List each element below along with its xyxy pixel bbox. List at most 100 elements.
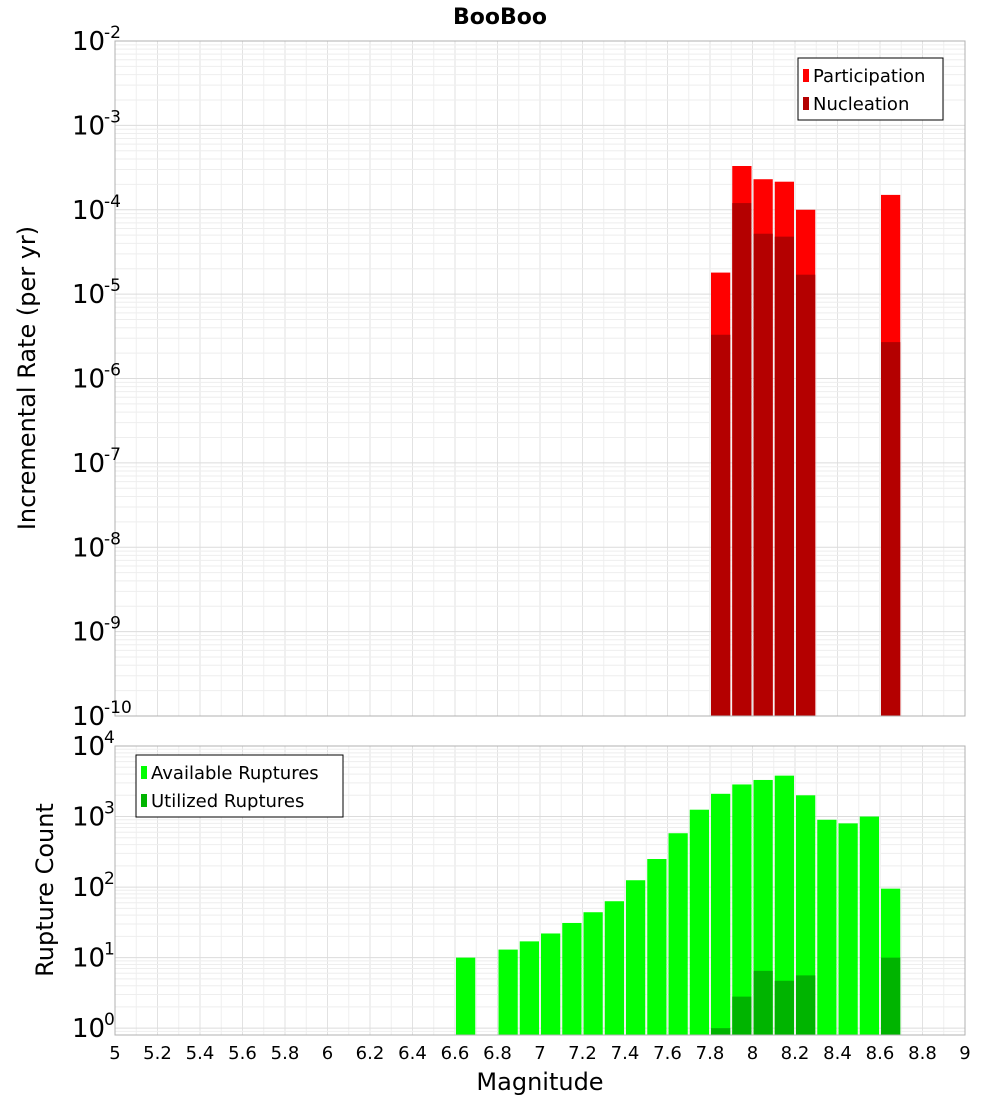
x-tick-label: 8.6	[866, 1043, 895, 1064]
bar-available-ruptures	[774, 775, 794, 1035]
y-tick-base: 10	[72, 196, 105, 226]
y-tick-label: 10-10	[72, 698, 132, 732]
legend-swatch	[141, 794, 147, 807]
legend-item-label: Participation	[813, 66, 925, 87]
y-tick-exponent: -10	[104, 698, 132, 718]
count-legend: Available Ruptures Utilized Ruptures	[135, 754, 344, 818]
bar-available-ruptures	[583, 912, 603, 1035]
x-tick-label: 6	[322, 1043, 333, 1064]
bar-available-ruptures	[711, 793, 731, 1035]
x-tick-label: 6.4	[398, 1043, 427, 1064]
bar-nucleation	[732, 203, 752, 716]
bar-nucleation	[774, 236, 794, 716]
y-tick-label: 102	[72, 869, 115, 903]
x-tick-label: 5.4	[186, 1043, 215, 1064]
legend-swatch	[141, 766, 147, 779]
x-tick-label: 7.4	[611, 1043, 640, 1064]
y-tick-base: 10	[72, 27, 105, 57]
x-tick-label: 6.6	[441, 1043, 470, 1064]
bar-nucleation	[711, 334, 731, 716]
bar-available-ruptures	[647, 859, 667, 1035]
legend-box	[797, 57, 944, 121]
x-tick-label: 8.2	[781, 1043, 810, 1064]
x-axis-label: Magnitude	[476, 1068, 603, 1096]
bar-utilized-ruptures	[711, 1028, 731, 1035]
y-tick-label: 101	[72, 940, 115, 974]
count-plot-frame	[114, 745, 966, 1036]
bar-available-ruptures	[519, 941, 539, 1035]
bar-utilized-ruptures	[774, 980, 794, 1035]
y-tick-label: 10-4	[72, 192, 121, 226]
legend-swatch	[803, 97, 809, 110]
y-tick-exponent: -8	[104, 529, 121, 549]
y-tick-base: 10	[72, 533, 105, 563]
y-tick-label: 10-9	[72, 614, 121, 648]
y-tick-base: 10	[72, 732, 105, 762]
y-tick-exponent: -5	[104, 276, 121, 296]
rate-plot-frame	[114, 40, 966, 717]
y-tick-label: 10-5	[72, 276, 121, 310]
bar-available-ruptures	[689, 809, 709, 1035]
bar-available-ruptures	[859, 816, 879, 1035]
count-y-axis-label: Rupture Count	[31, 803, 59, 977]
y-tick-exponent: 4	[104, 728, 115, 748]
bar-available-ruptures	[817, 819, 837, 1035]
bar-utilized-ruptures	[796, 975, 816, 1035]
x-tick-label: 7.6	[653, 1043, 682, 1064]
y-tick-base: 10	[72, 702, 105, 732]
bar-utilized-ruptures	[753, 970, 773, 1035]
x-tick-label: 9	[959, 1043, 970, 1064]
bar-available-ruptures	[456, 957, 476, 1035]
x-tick-label: 5.6	[228, 1043, 257, 1064]
y-tick-label: 103	[72, 799, 115, 833]
bar-available-ruptures	[604, 901, 624, 1035]
bar-available-ruptures	[626, 880, 646, 1035]
bar-nucleation	[881, 342, 901, 716]
count-plot-bars	[456, 775, 901, 1035]
legend-item-label: Nucleation	[813, 94, 909, 115]
legend-swatch	[803, 69, 809, 82]
y-tick-exponent: 2	[104, 869, 115, 889]
bar-nucleation	[796, 274, 816, 716]
y-tick-exponent: -9	[104, 614, 121, 634]
x-tick-label: 5	[109, 1043, 120, 1064]
y-tick-exponent: -6	[104, 361, 121, 381]
x-tick-label: 8.4	[823, 1043, 852, 1064]
y-tick-exponent: -2	[104, 23, 121, 43]
bar-available-ruptures	[541, 933, 561, 1035]
y-tick-exponent: 3	[104, 799, 115, 819]
y-tick-label: 100	[72, 1010, 115, 1044]
rate-y-axis-label: Incremental Rate (per yr)	[13, 226, 41, 530]
x-tick-label: 8	[747, 1043, 758, 1064]
x-tick-label: 7.8	[696, 1043, 725, 1064]
bar-available-ruptures	[562, 922, 582, 1035]
legend-box	[135, 754, 344, 818]
x-tick-label: 5.8	[271, 1043, 300, 1064]
y-tick-label: 10-8	[72, 529, 121, 563]
legend-item-label: Available Ruptures	[151, 763, 319, 784]
bar-available-ruptures	[498, 949, 518, 1035]
x-tick-label: 8.8	[908, 1043, 937, 1064]
y-tick-base: 10	[72, 873, 105, 903]
y-tick-label: 104	[72, 728, 115, 762]
y-tick-base: 10	[72, 365, 105, 395]
bar-nucleation	[753, 233, 773, 716]
y-tick-exponent: 0	[104, 1010, 115, 1030]
y-tick-base: 10	[72, 280, 105, 310]
y-tick-exponent: -3	[104, 107, 121, 127]
rate-plot-grid	[115, 40, 965, 717]
x-tick-label: 7	[534, 1043, 545, 1064]
bar-utilized-ruptures	[732, 996, 752, 1035]
x-tick-label: 5.2	[143, 1043, 172, 1064]
bar-available-ruptures	[732, 784, 752, 1035]
y-tick-exponent: 1	[104, 940, 115, 960]
count-plot-x-ticks: 5 5.2 5.4 5.6 5.8 6 6.2 6.4 6.6 6.8 7 7.2 7.4 7.6 7.8 8…	[109, 1043, 970, 1064]
x-tick-label: 7.2	[568, 1043, 597, 1064]
rate-plot-bars	[711, 166, 901, 717]
rate-legend: Participation Nucleation	[797, 57, 944, 121]
x-tick-label: 6.8	[483, 1043, 512, 1064]
